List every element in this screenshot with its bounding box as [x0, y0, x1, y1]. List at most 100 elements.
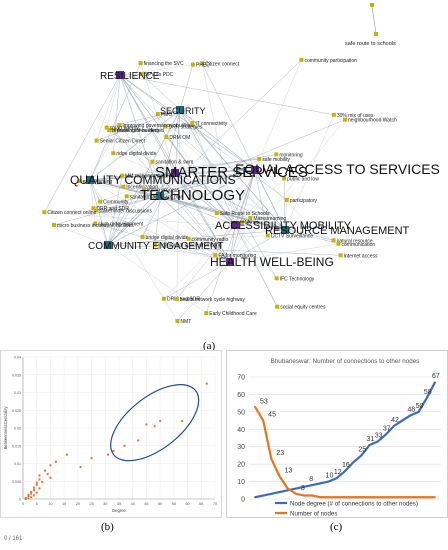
- network-node-label: Citizen connect: [205, 61, 240, 67]
- network-node: [190, 121, 195, 126]
- network-node-label: NMT: [180, 319, 191, 325]
- scatter-point: [35, 483, 38, 486]
- network-edge: [176, 109, 181, 299]
- scatter-point: [43, 469, 46, 472]
- network-node: [163, 124, 168, 129]
- caption-a: (a): [203, 340, 216, 352]
- scatter-point: [49, 464, 52, 467]
- network-node: [98, 199, 103, 204]
- node-degree-point: [434, 381, 436, 384]
- scatter-point: [27, 495, 30, 498]
- network-hub-label: RESOURCE MANAGEMENT: [265, 225, 410, 237]
- network-edge: [215, 169, 256, 256]
- network-edge: [95, 210, 231, 263]
- network-node-label: community radio: [192, 237, 229, 243]
- network-node: [161, 296, 166, 301]
- network-edges: [44, 59, 346, 322]
- scatter-xtick-label: 30: [103, 502, 107, 506]
- network-edge: [107, 175, 123, 246]
- network-edge: [284, 199, 288, 231]
- network-edge: [229, 217, 251, 263]
- scatter-point: [32, 486, 35, 489]
- number-of-nodes-point: [376, 496, 379, 499]
- network-edge: [176, 224, 236, 300]
- network-node-label: 30% mix of uses: [337, 113, 374, 119]
- line-data-label: 33: [375, 432, 383, 439]
- line-data-label: 13: [285, 467, 293, 474]
- node-degree-point: [311, 484, 314, 486]
- scatter-point: [24, 496, 27, 499]
- network-edge: [177, 261, 231, 322]
- network-node: [257, 156, 262, 161]
- scatter-point: [38, 487, 41, 490]
- network-edge: [107, 189, 144, 246]
- network-node-label: public and low: [287, 176, 319, 182]
- network-node: [139, 72, 144, 77]
- line-data-label: 8: [309, 476, 313, 483]
- line-data-label: 3: [301, 485, 305, 492]
- network-edge: [106, 74, 121, 128]
- network-hub-node: [281, 226, 289, 234]
- network-edge: [174, 172, 286, 231]
- scatter-xtick-label: 70: [213, 502, 217, 506]
- network-edge: [119, 64, 193, 76]
- network-node: [42, 210, 47, 215]
- scatter-point: [153, 425, 156, 428]
- scatter-xtick-label: 5: [36, 502, 38, 506]
- network-node-label: IFC Technology: [280, 276, 315, 282]
- network-node: [93, 208, 98, 213]
- number-of-nodes-point: [311, 494, 314, 497]
- number-of-nodes-point: [360, 496, 363, 499]
- scatter-ylabel: BetweennessCentrality: [3, 406, 8, 450]
- network-edge: [159, 195, 236, 226]
- network-node: [284, 197, 289, 202]
- caption-c: (c): [330, 521, 343, 533]
- network-edge: [126, 169, 256, 197]
- node-degree-point: [303, 485, 305, 488]
- number-of-nodes-point: [327, 496, 330, 499]
- scatter-point: [46, 473, 49, 476]
- scatter-ytick-label: 0.02: [14, 427, 21, 431]
- node-degree-point: [409, 414, 412, 417]
- number-of-nodes-point: [425, 496, 428, 499]
- line-data-label: 58: [424, 389, 432, 396]
- network-node-label: PHED: [196, 63, 210, 69]
- network-node-label: Internet access: [344, 253, 378, 259]
- node-degree-point: [319, 482, 322, 485]
- network-node: [52, 222, 57, 227]
- network-node: [248, 216, 253, 221]
- node-degree-point: [254, 496, 256, 499]
- line-ytick-label: 0: [241, 497, 245, 504]
- highlight-ellipse: [110, 384, 200, 462]
- network-edge: [234, 224, 278, 307]
- network-node-label: PMO: [161, 112, 173, 118]
- network-edge: [174, 172, 217, 214]
- scatter-point: [27, 497, 30, 500]
- network-node-label: early warning: [83, 179, 113, 185]
- network-node-label: Auditing of building: [117, 128, 159, 134]
- number-of-nodes-point: [352, 496, 355, 499]
- scatter-point: [30, 490, 33, 493]
- network-edge: [163, 229, 286, 299]
- network-edge: [119, 74, 236, 226]
- node-degree-point: [295, 487, 297, 490]
- number-of-nodes-point: [385, 496, 387, 499]
- network-node: [107, 128, 112, 133]
- node-degree-point: [360, 454, 363, 457]
- network-edge: [89, 179, 96, 224]
- network-edge: [254, 169, 286, 231]
- number-of-nodes-point: [319, 496, 322, 499]
- network-node-label: DRR and SDR: [96, 206, 129, 212]
- scatter-point: [123, 444, 126, 447]
- isolated-node-label: safe route to schools: [345, 41, 396, 47]
- scatter-ytick-label: 0.035: [12, 373, 21, 377]
- network-edge: [53, 224, 109, 246]
- scatter-point: [90, 457, 93, 460]
- network-node-label: DRR strategies: [168, 125, 202, 131]
- network-node: [164, 134, 169, 139]
- network-hub-node: [104, 241, 112, 249]
- number-of-nodes-point: [286, 487, 289, 490]
- number-of-nodes-point: [368, 496, 371, 499]
- line-data-label: 42: [391, 417, 399, 424]
- scatter-xtick-label: 20: [76, 502, 80, 506]
